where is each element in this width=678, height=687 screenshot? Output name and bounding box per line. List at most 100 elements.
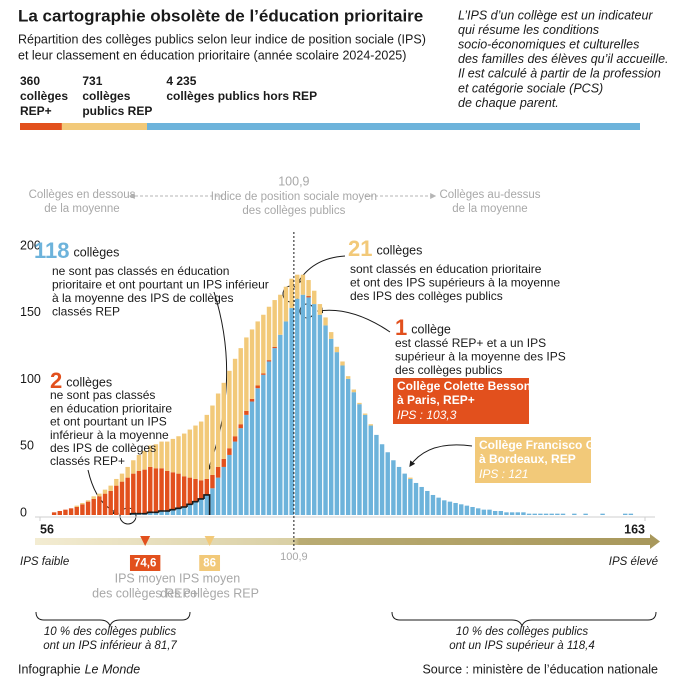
x-tick-label: 163 (624, 522, 645, 536)
bar (289, 308, 294, 515)
outline (146, 511, 154, 514)
bar (425, 490, 430, 515)
bar (187, 477, 193, 505)
bar (266, 306, 272, 361)
bar (215, 466, 221, 478)
credit: Infographie (18, 662, 81, 676)
bar (430, 494, 436, 515)
bar (51, 512, 57, 515)
annotation-text: et ont des IPS supérieurs à la moyenne (350, 275, 560, 289)
bar (312, 290, 317, 305)
decile-bracket (391, 611, 657, 628)
annotation-text: des collèges publics (395, 363, 502, 377)
bar (283, 286, 289, 322)
bar (504, 512, 509, 515)
bar (232, 441, 238, 515)
below-label: Collèges en dessous (29, 189, 136, 201)
bar (108, 485, 113, 491)
bar (549, 513, 554, 515)
mean-marker (204, 536, 215, 546)
bar (181, 433, 187, 477)
annotation-arrow (316, 307, 391, 333)
bar (328, 332, 334, 339)
bar (210, 474, 215, 489)
bar (97, 496, 102, 515)
bar (244, 337, 249, 411)
annotation-text: classés REP (52, 305, 120, 319)
bar (85, 500, 91, 502)
decile-bracket (35, 611, 191, 628)
callout-box (475, 437, 591, 483)
bar (357, 404, 362, 515)
bar (402, 473, 407, 515)
y-tick-label: 0 (20, 505, 27, 519)
bar (80, 502, 85, 505)
bar (210, 488, 215, 515)
annotation-head: collèges (376, 243, 422, 257)
bar (148, 445, 153, 467)
callout-text: à Bordeaux, REP (479, 452, 576, 466)
bar (193, 425, 198, 479)
bar (238, 424, 243, 429)
intro-text: socio-économiques et culturelles (458, 37, 639, 51)
bar (323, 317, 328, 326)
bar (623, 513, 628, 515)
mean-text: Indice de position sociale moyen (211, 191, 377, 203)
bar (249, 401, 255, 515)
bar (74, 505, 79, 507)
bar (227, 370, 232, 449)
subtitle: et leur classement en éducation priorita… (18, 48, 406, 62)
bar (119, 473, 125, 482)
annotation-number: 2 (50, 368, 62, 393)
bar (63, 509, 68, 515)
bar (238, 348, 243, 425)
outline (157, 510, 165, 513)
intro-text: et catégorie sociale (PCS) (458, 81, 603, 95)
bar (165, 510, 170, 515)
y-tick-label: 100 (20, 372, 41, 386)
mean-text: des collèges publics (242, 205, 345, 217)
callout-text: Collège Francisco Goya (479, 438, 616, 452)
bar (408, 477, 413, 479)
bar (317, 304, 323, 315)
bar (521, 512, 526, 515)
annotation-number: 118 (34, 238, 70, 263)
chart-title: La cartographie obsolète de l’éducation … (18, 6, 423, 25)
annotation-arrow (206, 291, 228, 472)
bar (515, 512, 520, 515)
bar (300, 274, 306, 295)
mean-label: 100,9 (278, 174, 309, 188)
bar (142, 469, 147, 514)
bar (306, 297, 311, 515)
bar (317, 314, 323, 515)
x-high-label: IPS élevé (609, 556, 658, 568)
bar (232, 358, 238, 437)
y-tick-label: 50 (20, 439, 34, 453)
bar (391, 460, 396, 515)
bar (272, 346, 277, 349)
bar (408, 478, 413, 515)
outline (169, 508, 176, 511)
annotation-text: et ont pourtant un IPS (50, 415, 167, 429)
bar (249, 329, 255, 399)
mean-value: 86 (203, 558, 216, 570)
bar (131, 473, 136, 514)
bar (334, 346, 340, 353)
annotation-arrow (296, 255, 346, 286)
bar (328, 338, 334, 515)
x-tick-label: 56 (40, 522, 54, 536)
bar (131, 460, 136, 474)
bar (136, 470, 142, 514)
bar (198, 498, 204, 515)
bar (306, 296, 311, 298)
bar (340, 365, 345, 515)
bar (266, 360, 272, 362)
outline (186, 503, 193, 507)
bar (374, 434, 379, 515)
bar (362, 414, 368, 515)
bar (442, 500, 447, 515)
annotation-text: ne sont pas classés (50, 388, 155, 402)
bar (470, 506, 475, 515)
bar (532, 513, 537, 515)
